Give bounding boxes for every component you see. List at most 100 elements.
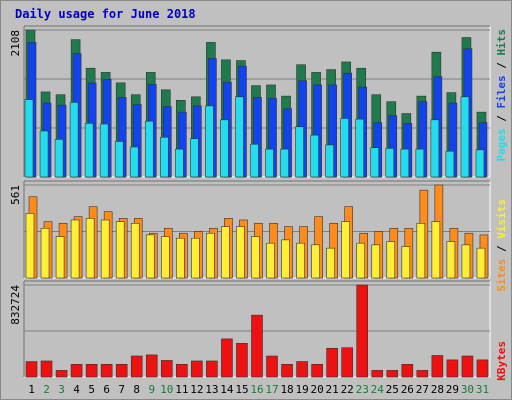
y-max-label: 2108 bbox=[9, 30, 22, 57]
x-tick-label-3: 3 bbox=[58, 383, 65, 396]
bar-visits-19 bbox=[296, 242, 305, 279]
x-tick-label-20: 20 bbox=[311, 383, 324, 396]
y-max-label: 561 bbox=[9, 185, 22, 205]
bar-pages-5 bbox=[84, 123, 94, 178]
x-tick-label-11: 11 bbox=[175, 383, 188, 396]
bar-visits-21 bbox=[326, 247, 335, 279]
bar-kbytes-26 bbox=[401, 363, 414, 378]
bar-visits-27 bbox=[416, 222, 426, 279]
x-tick-label-30: 30 bbox=[461, 383, 474, 396]
x-tick-label-26: 26 bbox=[401, 383, 414, 396]
bar-visits-10 bbox=[160, 236, 170, 279]
bar-pages-31 bbox=[475, 149, 485, 178]
x-tick-label-29: 29 bbox=[446, 383, 459, 396]
bar-pages-27 bbox=[415, 148, 425, 178]
bar-kbytes-5 bbox=[85, 363, 98, 378]
bar-kbytes-17 bbox=[266, 355, 278, 378]
bar-kbytes-31 bbox=[476, 359, 489, 378]
x-tick-label-23: 23 bbox=[356, 383, 369, 396]
bar-visits-20 bbox=[311, 244, 320, 279]
bar-pages-7 bbox=[114, 141, 124, 178]
x-tick-label-6: 6 bbox=[103, 383, 110, 396]
x-tick-label-5: 5 bbox=[88, 383, 95, 396]
bar-pages-18 bbox=[280, 148, 289, 178]
bar-visits-11 bbox=[176, 237, 185, 279]
bar-visits-13 bbox=[206, 232, 215, 279]
bar-pages-13 bbox=[205, 105, 214, 178]
bar-pages-22 bbox=[340, 118, 349, 178]
x-tick-label-2: 2 bbox=[43, 383, 50, 396]
x-tick-label-27: 27 bbox=[416, 383, 429, 396]
bar-pages-3 bbox=[54, 139, 64, 178]
bar-visits-2 bbox=[40, 227, 50, 279]
legend: Pages / Files / Hits bbox=[495, 29, 508, 162]
bar-pages-24 bbox=[370, 147, 380, 178]
legend-separator: / bbox=[495, 109, 508, 129]
legend: KBytes bbox=[495, 341, 508, 381]
bar-pages-26 bbox=[400, 148, 410, 178]
x-tick-label-16: 16 bbox=[250, 383, 263, 396]
x-tick-label-13: 13 bbox=[205, 383, 218, 396]
bar-visits-15 bbox=[236, 226, 245, 279]
bar-pages-8 bbox=[129, 146, 139, 178]
legend-item: Pages bbox=[495, 128, 508, 161]
bar-pages-11 bbox=[175, 148, 184, 178]
bar-kbytes-9 bbox=[145, 354, 158, 378]
x-tick-label-17: 17 bbox=[265, 383, 278, 396]
bar-pages-14 bbox=[220, 119, 229, 178]
x-tick-label-22: 22 bbox=[341, 383, 354, 396]
bar-kbytes-2 bbox=[40, 360, 53, 378]
legend: Sites / Visits bbox=[495, 199, 508, 292]
bar-kbytes-8 bbox=[130, 355, 143, 378]
bar-kbytes-27 bbox=[416, 370, 429, 378]
x-tick-label-9: 9 bbox=[148, 383, 155, 396]
bar-kbytes-22 bbox=[341, 347, 353, 378]
bar-pages-28 bbox=[430, 119, 440, 178]
bar-kbytes-16 bbox=[251, 314, 263, 378]
bar-kbytes-10 bbox=[160, 360, 173, 378]
x-tick-label-4: 4 bbox=[73, 383, 80, 396]
bar-kbytes-4 bbox=[70, 363, 83, 378]
y-max-label: 832724 bbox=[9, 285, 22, 325]
legend-separator: / bbox=[495, 239, 508, 259]
bar-pages-6 bbox=[99, 123, 109, 178]
bar-visits-28 bbox=[431, 221, 441, 279]
x-tick-label-15: 15 bbox=[235, 383, 248, 396]
bar-kbytes-24 bbox=[371, 370, 384, 378]
bar-visits-17 bbox=[266, 242, 275, 279]
bar-kbytes-13 bbox=[206, 360, 218, 378]
bar-kbytes-30 bbox=[461, 355, 474, 378]
bar-visits-12 bbox=[191, 237, 200, 279]
bar-pages-23 bbox=[355, 118, 365, 178]
bar-pages-19 bbox=[295, 126, 304, 178]
bar-kbytes-28 bbox=[431, 355, 444, 378]
bar-pages-15 bbox=[235, 96, 244, 178]
x-tick-label-12: 12 bbox=[190, 383, 203, 396]
x-tick-label-8: 8 bbox=[133, 383, 140, 396]
bar-pages-30 bbox=[460, 96, 470, 178]
bar-pages-10 bbox=[159, 136, 169, 178]
x-tick-label-28: 28 bbox=[431, 383, 444, 396]
bar-pages-9 bbox=[144, 120, 154, 178]
x-tick-label-14: 14 bbox=[220, 383, 234, 396]
bar-visits-7 bbox=[115, 221, 125, 279]
x-tick-label-7: 7 bbox=[118, 383, 125, 396]
bar-kbytes-12 bbox=[191, 360, 203, 378]
bar-kbytes-29 bbox=[446, 359, 459, 378]
bar-pages-12 bbox=[190, 138, 199, 178]
legend-item: KBytes bbox=[495, 341, 508, 381]
x-tick-label-24: 24 bbox=[371, 383, 385, 396]
bar-pages-2 bbox=[39, 130, 49, 178]
bar-visits-29 bbox=[446, 241, 456, 279]
bar-kbytes-23 bbox=[356, 284, 369, 378]
legend-item: Sites bbox=[495, 259, 508, 292]
bar-visits-8 bbox=[130, 222, 140, 279]
bar-visits-16 bbox=[251, 236, 260, 279]
legend-item: Hits bbox=[495, 29, 508, 56]
bar-kbytes-25 bbox=[386, 370, 399, 378]
bar-visits-3 bbox=[55, 236, 65, 279]
bar-visits-9 bbox=[145, 234, 155, 279]
bar-kbytes-15 bbox=[236, 343, 248, 378]
